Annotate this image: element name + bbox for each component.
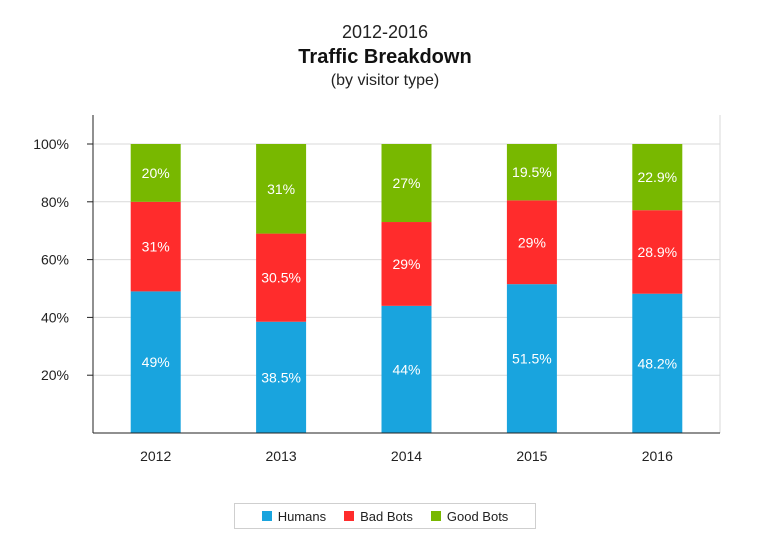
legend-swatch-humans xyxy=(261,511,272,521)
bar-good-bots-2016 xyxy=(632,144,683,211)
chart-subtitle: (by visitor type) xyxy=(330,72,440,89)
data-label: 48.2% xyxy=(637,355,677,371)
legend-swatch-bad-bots xyxy=(344,511,355,521)
data-label: 28.9% xyxy=(637,244,677,260)
stacked-bar-chart: 20% 40% 60% 80% 100% 49% 31% 20% 2012 38.5% 30.5% 3… xyxy=(33,115,721,464)
bar-good-bots-2013 xyxy=(256,144,307,234)
chart-titles: 2012-2016 Traffic Breakdown (by visitor … xyxy=(0,20,770,92)
data-label: 27% xyxy=(392,175,420,191)
data-label: 31% xyxy=(142,239,170,255)
y-tick-label: 80% xyxy=(41,194,69,210)
data-label: 31% xyxy=(267,181,295,197)
bar-bad-bots-2013 xyxy=(256,233,307,322)
bar-bad-bots-2012 xyxy=(130,201,181,292)
y-tick-label: 40% xyxy=(41,309,69,325)
bar-humans-2013 xyxy=(256,321,307,433)
y-tick-label: 100% xyxy=(33,136,69,152)
x-tick-label: 2015 xyxy=(516,448,547,464)
chart-legend: Humans Bad Bots Good Bots xyxy=(234,503,536,529)
legend-label-good-bots: Good Bots xyxy=(446,508,509,524)
data-label: 29% xyxy=(392,256,420,272)
bar-humans-2015 xyxy=(506,284,557,433)
bar-bad-bots-2015 xyxy=(506,200,557,285)
bar-humans-2012 xyxy=(130,291,181,433)
legend-swatch-good-bots xyxy=(430,511,441,521)
legend-item-good-bots: Good Bots xyxy=(430,508,509,524)
data-label: 19.5% xyxy=(512,164,552,180)
data-label: 30.5% xyxy=(261,270,301,286)
bar-humans-2014 xyxy=(381,305,432,433)
data-label: 38.5% xyxy=(261,369,301,385)
chart-title-years: 2012-2016 xyxy=(341,22,429,42)
x-tick-label: 2016 xyxy=(642,448,673,464)
bar-good-bots-2012 xyxy=(130,144,181,202)
bar-good-bots-2014 xyxy=(381,144,432,223)
data-label: 49% xyxy=(142,354,170,370)
data-label: 22.9% xyxy=(637,169,677,185)
bar-good-bots-2015 xyxy=(506,144,557,201)
legend-label-bad-bots: Bad Bots xyxy=(360,508,413,524)
bar-bad-bots-2014 xyxy=(381,222,432,306)
legend-item-bad-bots: Bad Bots xyxy=(344,509,413,524)
y-tick-label: 20% xyxy=(41,367,69,383)
data-label: 29% xyxy=(518,234,546,250)
bar-humans-2016 xyxy=(632,293,683,433)
legend-label-humans: Humans xyxy=(277,508,327,524)
x-tick-label: 2012 xyxy=(140,448,171,464)
x-tick-label: 2014 xyxy=(391,448,422,464)
data-label: 51.5% xyxy=(512,351,552,367)
legend-item-humans: Humans xyxy=(261,508,327,524)
y-tick-label: 60% xyxy=(41,252,69,268)
chart-title: Traffic Breakdown xyxy=(298,46,472,68)
x-tick-label: 2013 xyxy=(266,448,297,464)
data-label: 20% xyxy=(142,165,170,181)
data-label: 44% xyxy=(392,361,420,377)
bar-bad-bots-2016 xyxy=(632,210,683,294)
